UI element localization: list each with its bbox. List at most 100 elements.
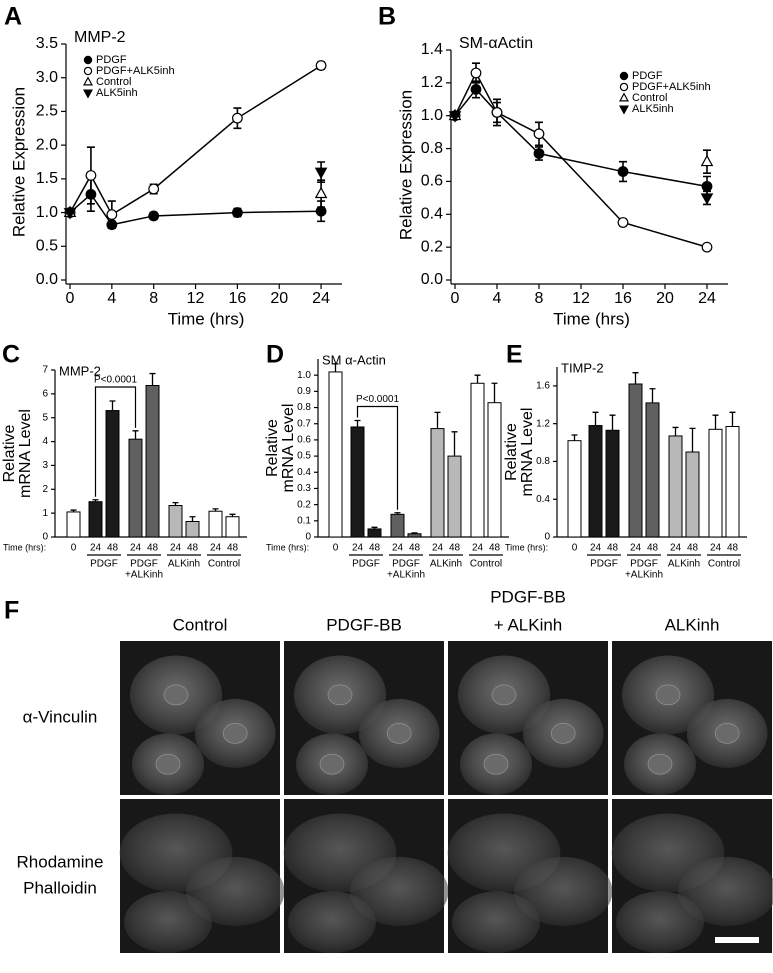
- y-axis-label: Relative Expression: [396, 90, 415, 240]
- group-label: PDGF: [590, 559, 618, 570]
- error-bar: [434, 411, 441, 429]
- marker: [85, 170, 97, 181]
- x-tick-label: 0: [451, 290, 460, 307]
- marker: [231, 112, 243, 124]
- chart-title: SM α-Actin: [322, 352, 386, 367]
- bar: [367, 528, 382, 538]
- error-bar: [451, 431, 458, 457]
- bar: [487, 402, 502, 538]
- x-tick-label: 24: [312, 290, 330, 307]
- marker: [470, 67, 482, 79]
- nucleus: [647, 753, 673, 775]
- marker: [314, 186, 328, 199]
- bar: [105, 410, 120, 538]
- y-axis-label: mRNA Level: [519, 408, 536, 497]
- error-bar: [491, 382, 498, 403]
- x-tick-label: 24: [698, 290, 716, 307]
- x-tick-label: 48: [107, 543, 119, 554]
- group-label: PDGF: [90, 559, 118, 570]
- column-label: Control: [173, 615, 228, 634]
- y-axis-label: Relative Expression: [9, 87, 28, 237]
- cell-shape: [677, 856, 773, 926]
- series-line: [454, 88, 708, 188]
- y-tick-label: 1.6: [536, 381, 550, 392]
- annotation: P<0.0001: [94, 375, 138, 386]
- x-axis-label: Time (hrs):: [266, 542, 309, 552]
- marker: [701, 241, 713, 253]
- x-tick-label: 48: [147, 543, 159, 554]
- legend-marker: [619, 82, 629, 92]
- bar: [88, 501, 103, 538]
- panel-letter: F: [4, 597, 19, 625]
- x-tick-label: 0: [572, 543, 578, 554]
- x-tick-label: 24: [130, 543, 142, 554]
- y-tick-label: 1.4: [421, 41, 443, 58]
- nucleus: [714, 723, 740, 744]
- x-tick-label: 24: [630, 543, 642, 554]
- bar: [225, 516, 240, 538]
- x-tick-label: 16: [614, 290, 632, 307]
- bar: [567, 440, 582, 538]
- error-bar: [571, 434, 578, 441]
- marker: [106, 219, 118, 231]
- error-bar: [632, 372, 639, 384]
- nucleus: [327, 684, 353, 706]
- cell-shape: [349, 856, 449, 926]
- error-bar: [149, 372, 156, 386]
- group-label: PDGF: [392, 559, 420, 570]
- error-bar: [649, 388, 656, 403]
- error-bar: [609, 414, 616, 431]
- x-tick-label: 48: [489, 543, 501, 554]
- x-tick-label: 24: [670, 543, 682, 554]
- y-tick-label: 0: [544, 532, 550, 543]
- error-bar: [729, 411, 736, 427]
- group-label: PDGF: [130, 559, 158, 570]
- error-bar: [189, 516, 196, 522]
- x-tick-label: 24: [710, 543, 722, 554]
- y-axis-label: mRNA Level: [280, 404, 297, 493]
- x-axis-label: Time (hrs):: [505, 542, 548, 552]
- x-tick-label: 24: [170, 543, 182, 554]
- legend-label: Control: [96, 76, 131, 88]
- legend-label: PDGF: [96, 54, 127, 66]
- group-label: +ALKinh: [625, 570, 663, 581]
- y-tick-label: 0.2: [297, 499, 311, 510]
- y-tick-label: 0.5: [36, 238, 58, 255]
- cell-shape: [616, 891, 704, 953]
- marker: [63, 208, 77, 220]
- legend-marker: [83, 55, 93, 65]
- error-bar: [132, 430, 139, 440]
- x-tick-label: 24: [352, 543, 364, 554]
- y-tick-label: 3.5: [36, 35, 58, 52]
- x-tick-label: 24: [590, 543, 602, 554]
- y-tick-label: 1.2: [536, 418, 550, 429]
- legend-label: ALK5inh: [96, 87, 138, 99]
- group-label: Control: [208, 559, 240, 570]
- y-tick-label: 0.4: [421, 206, 443, 223]
- marker: [148, 183, 160, 195]
- x-tick-label: 24: [210, 543, 222, 554]
- y-axis-label: mRNA Level: [17, 409, 34, 498]
- legend-label: ALK5inh: [632, 103, 674, 115]
- y-tick-label: 0.6: [421, 173, 443, 190]
- marker: [491, 107, 503, 118]
- legend-label: PDGF+ALK5inh: [96, 65, 175, 77]
- y-tick-label: 0.4: [536, 494, 550, 505]
- legend-marker: [83, 66, 93, 76]
- panel-letter: C: [2, 341, 20, 369]
- column-label: + ALKinh: [494, 615, 563, 634]
- bar: [390, 513, 405, 538]
- panel-letter: B: [378, 3, 396, 31]
- scale-bar: [715, 937, 759, 943]
- marker: [617, 217, 629, 228]
- y-tick-label: 0.3: [297, 483, 311, 494]
- bar: [708, 428, 723, 538]
- legend-marker: [83, 89, 93, 99]
- marker: [448, 111, 462, 123]
- y-tick-label: 0: [305, 532, 311, 543]
- y-tick-label: 5: [42, 412, 48, 423]
- x-tick-label: 48: [449, 543, 461, 554]
- y-tick-label: 1.0: [36, 204, 58, 221]
- group-label: +ALKinh: [125, 570, 163, 581]
- nucleus: [319, 753, 345, 775]
